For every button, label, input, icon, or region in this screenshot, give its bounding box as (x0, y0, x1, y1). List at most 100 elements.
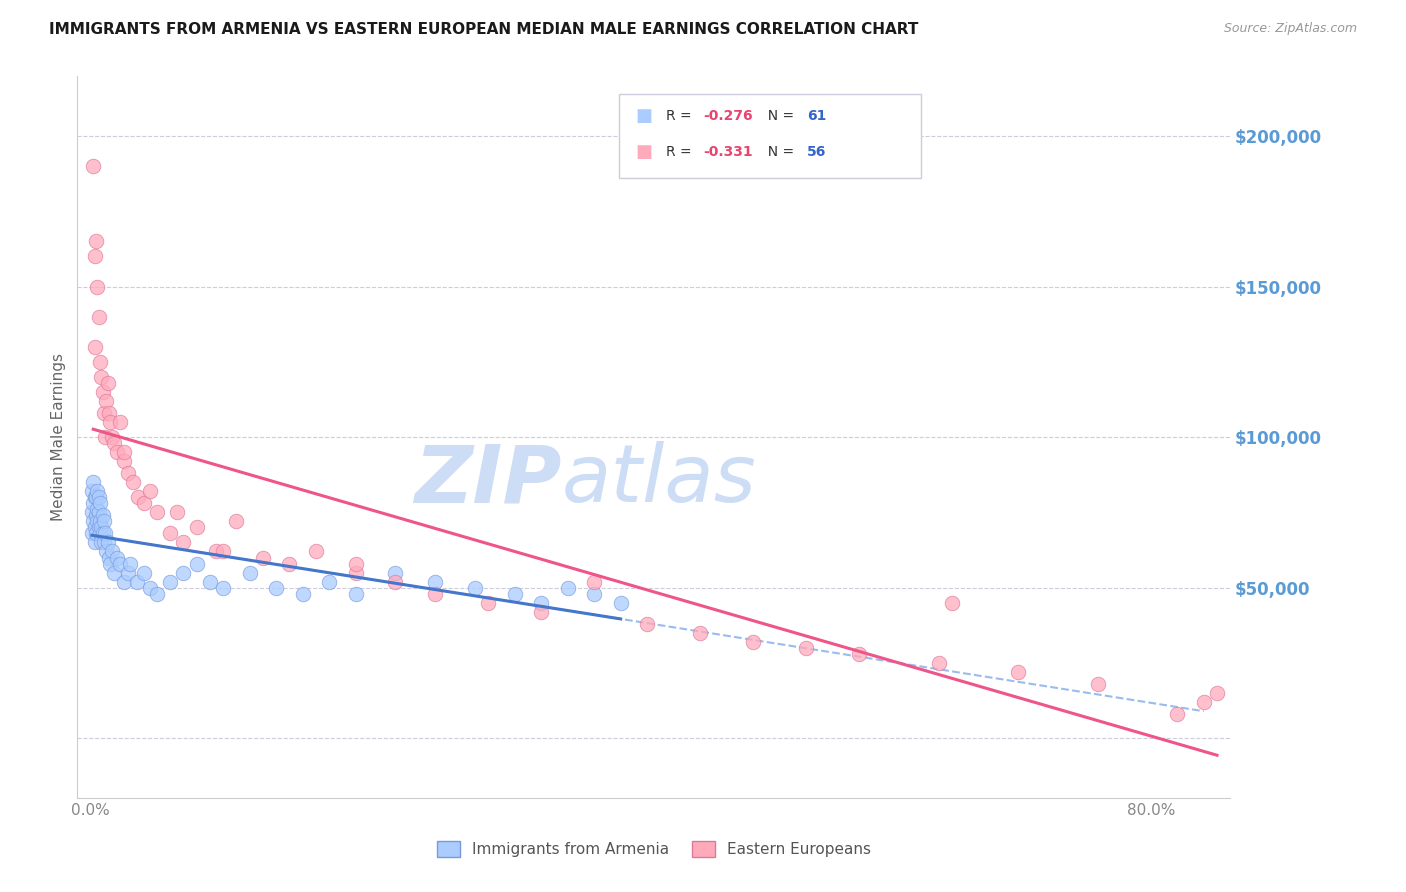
Point (100, 415, 122, 429)
Point (172, 535, 194, 549)
Text: ZIP: ZIP (415, 442, 561, 519)
Text: N =: N = (759, 109, 799, 123)
Text: -0.331: -0.331 (703, 145, 752, 159)
Point (384, 566, 406, 580)
Point (98, 406, 121, 420)
Point (89, 526, 111, 541)
Point (344, 566, 367, 580)
Point (87, 490, 110, 504)
Text: atlas: atlas (561, 442, 756, 519)
Point (423, 587, 446, 601)
Point (101, 544, 124, 558)
Point (423, 574, 446, 589)
Point (90, 369, 112, 384)
Point (112, 445, 135, 459)
Point (82, 475, 104, 490)
Point (96, 393, 118, 408)
Point (212, 581, 235, 595)
Point (1007, 665, 1029, 679)
Point (530, 596, 553, 610)
Point (105, 445, 128, 459)
Point (89, 496, 111, 510)
Text: ■: ■ (636, 143, 652, 161)
Point (530, 605, 553, 619)
Point (132, 496, 155, 510)
Point (464, 581, 486, 595)
Point (82, 159, 104, 173)
Point (108, 557, 131, 571)
Text: 56: 56 (807, 145, 827, 159)
Point (94, 526, 117, 541)
Y-axis label: Median Male Earnings: Median Male Earnings (51, 353, 66, 521)
Point (82, 496, 104, 510)
Point (318, 574, 340, 589)
Point (93, 535, 115, 549)
Point (90, 520, 112, 534)
Point (87, 310, 110, 324)
Text: -0.276: -0.276 (703, 109, 752, 123)
Point (1166, 706, 1188, 721)
Point (1206, 686, 1229, 700)
Point (186, 557, 208, 571)
Point (90, 535, 112, 549)
Point (928, 656, 950, 670)
Point (159, 574, 181, 589)
Point (159, 526, 181, 541)
Point (83, 490, 105, 504)
Point (86, 484, 108, 499)
Point (97, 376, 120, 390)
Point (212, 544, 235, 558)
Point (105, 550, 128, 565)
Point (89, 514, 111, 528)
Point (477, 596, 499, 610)
Point (83, 249, 105, 263)
Point (239, 566, 262, 580)
Point (86, 502, 108, 516)
Point (84, 508, 107, 523)
Point (122, 475, 145, 490)
Point (794, 640, 817, 655)
Point (97, 535, 120, 549)
Point (198, 574, 221, 589)
Point (503, 587, 526, 601)
Point (636, 616, 658, 631)
Point (91, 384, 114, 399)
Legend: Immigrants from Armenia, Eastern Europeans: Immigrants from Armenia, Eastern Europea… (430, 835, 877, 863)
Point (583, 587, 606, 601)
Point (278, 557, 301, 571)
Point (1192, 695, 1215, 709)
Point (941, 596, 963, 610)
Point (291, 587, 314, 601)
Point (1087, 677, 1109, 691)
Point (82, 514, 104, 528)
Point (146, 505, 169, 519)
Point (87, 520, 110, 534)
Point (80, 526, 103, 541)
Point (252, 550, 274, 565)
Point (264, 581, 287, 595)
Point (93, 406, 115, 420)
Point (583, 574, 606, 589)
Point (132, 566, 155, 580)
Point (87, 505, 110, 519)
Point (172, 566, 194, 580)
Point (91, 508, 114, 523)
Point (146, 587, 169, 601)
Text: Source: ZipAtlas.com: Source: ZipAtlas.com (1223, 22, 1357, 36)
Point (139, 581, 162, 595)
Point (84, 235, 107, 249)
Point (344, 557, 367, 571)
Text: IMMIGRANTS FROM ARMENIA VS EASTERN EUROPEAN MEDIAN MALE EARNINGS CORRELATION CHA: IMMIGRANTS FROM ARMENIA VS EASTERN EUROP… (49, 22, 918, 37)
Point (80, 505, 103, 519)
Point (98, 550, 121, 565)
Point (120, 557, 142, 571)
Point (89, 355, 111, 369)
Point (93, 514, 115, 528)
Point (609, 596, 631, 610)
Point (84, 490, 107, 504)
Point (101, 430, 124, 444)
Point (127, 490, 149, 504)
Point (86, 279, 108, 293)
Point (848, 647, 870, 661)
Point (83, 340, 105, 354)
